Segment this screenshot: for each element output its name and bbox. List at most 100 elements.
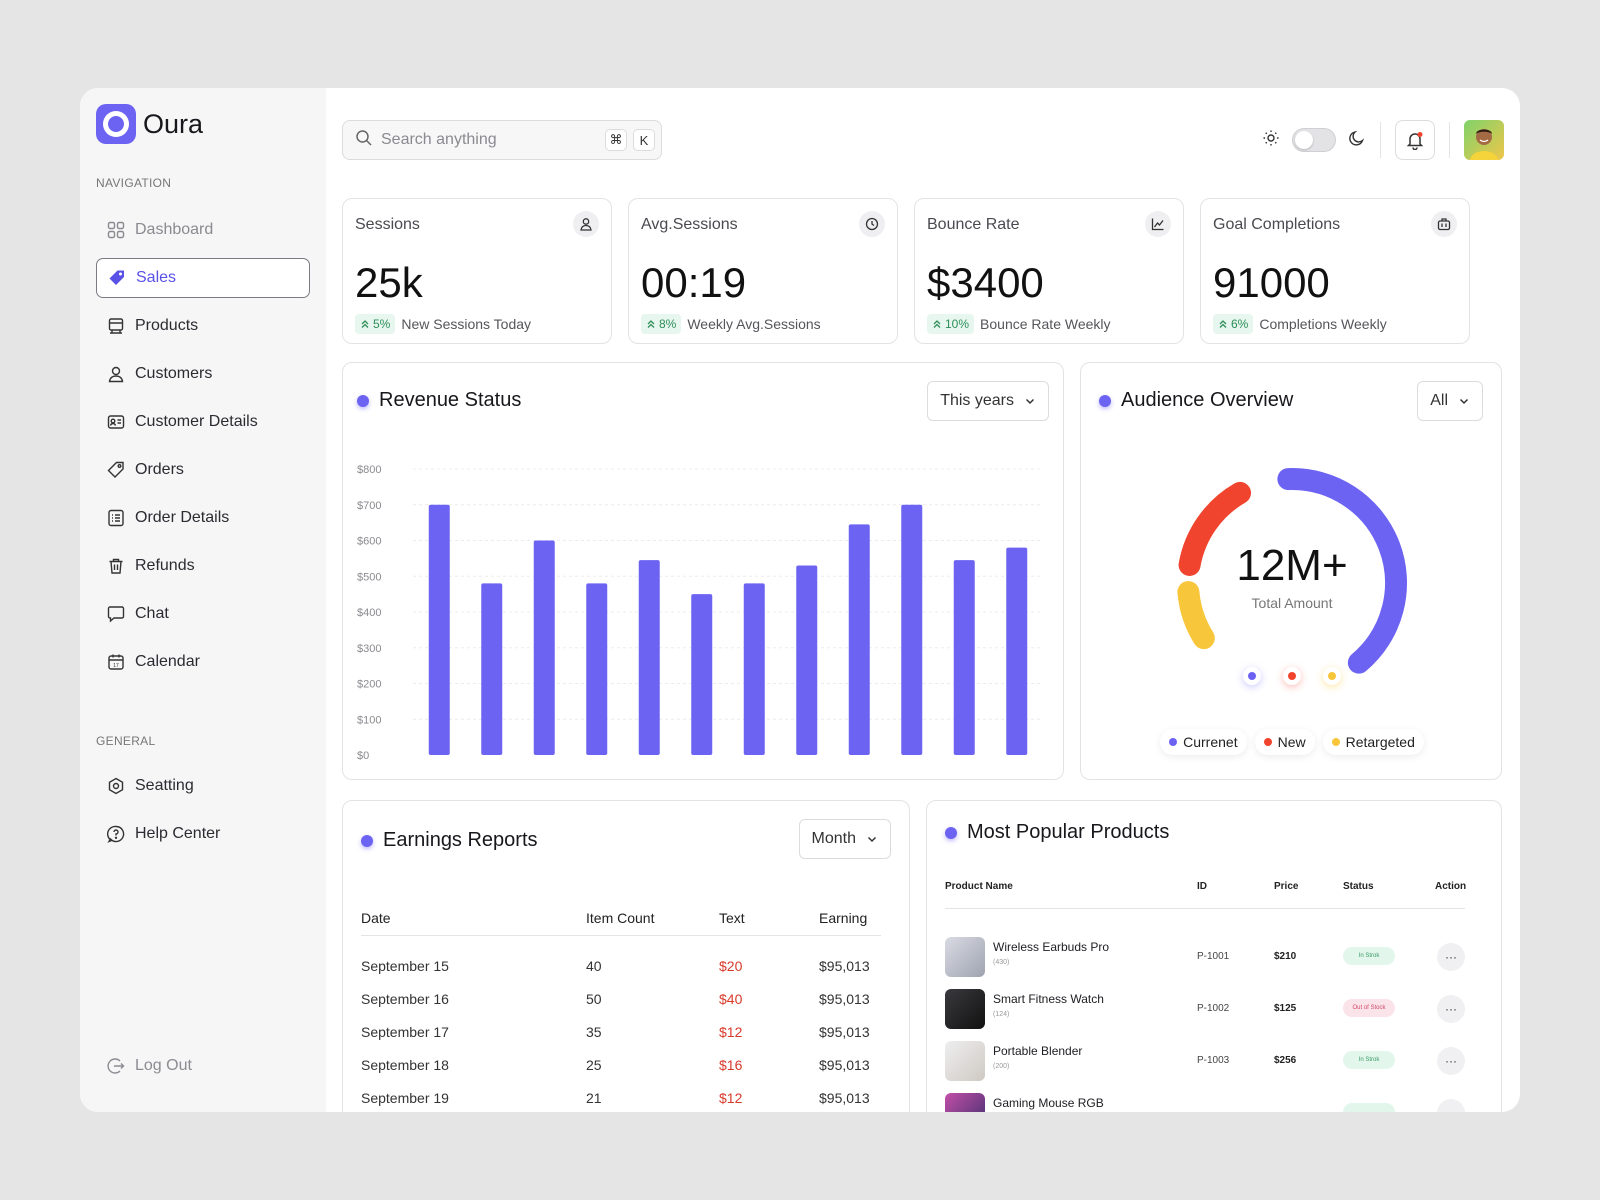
main-content: Search anything ⌘ K Sessions (326, 88, 1520, 1112)
moon-icon[interactable] (1348, 129, 1366, 152)
legend-label: Retargeted (1345, 734, 1415, 750)
y-tick-label: $100 (357, 714, 381, 726)
bar[interactable] (586, 583, 608, 755)
avatar[interactable] (1464, 120, 1504, 160)
cell-earning: $95,013 (819, 1089, 870, 1106)
sidebar-item-orders[interactable]: Orders (96, 450, 310, 490)
sidebar: Oura NAVIGATION Dashboard Sales Products (80, 88, 326, 1112)
sidebar-item-dashboard[interactable]: Dashboard (96, 210, 310, 250)
stat-title: Sessions (355, 216, 420, 233)
column-header: Item Count (586, 901, 719, 936)
sidebar-item-order-details[interactable]: Order Details (96, 498, 310, 538)
trend-up-icon (647, 320, 655, 328)
legend-label: Currenet (1183, 734, 1238, 750)
sidebar-item-chat[interactable]: Chat (96, 594, 310, 634)
notifications-button[interactable] (1395, 120, 1435, 160)
sidebar-item-label: Sales (136, 269, 177, 286)
logo[interactable]: Oura (96, 104, 203, 144)
table-row[interactable]: Wireless Earbuds Pro (430) P-1001 $210 I… (945, 935, 1465, 979)
top-actions (1262, 120, 1504, 160)
logout-icon (106, 1056, 126, 1076)
sidebar-item-customer-details[interactable]: Customer Details (96, 402, 310, 442)
sun-icon[interactable] (1262, 129, 1280, 152)
sidebar-item-customers[interactable]: Customers (96, 354, 310, 394)
products-table-header: Product Name ID Price Status Action (945, 875, 1467, 909)
y-tick-label: $500 (357, 571, 381, 583)
y-tick-label: $700 (357, 500, 381, 512)
accent-dot (1099, 394, 1111, 407)
cell-text: $12 (719, 1089, 743, 1106)
bar[interactable] (481, 583, 503, 755)
bar[interactable] (743, 583, 765, 755)
arc-new[interactable] (1178, 481, 1251, 576)
more-actions-button[interactable]: ··· (1437, 995, 1465, 1023)
table-row[interactable]: Portable Blender (200) P-1003 $256 In St… (945, 1039, 1465, 1083)
table-row[interactable]: Gaming Mouse RGB (945, 1091, 1465, 1112)
kbd-k: K (633, 129, 655, 151)
audience-filter-dropdown[interactable]: All (1417, 381, 1483, 421)
sidebar-item-calendar[interactable]: 17 Calendar (96, 642, 310, 682)
popular-products-card: Most Popular Products Product Name ID Pr… (926, 800, 1502, 1112)
arc-current[interactable] (1277, 468, 1407, 674)
sidebar-item-label: Products (135, 317, 199, 334)
legend-item-new[interactable]: New (1254, 729, 1315, 755)
arc-retargeted[interactable] (1177, 581, 1215, 650)
sidebar-item-label: Customer Details (135, 413, 258, 430)
legend-item-current[interactable]: Currenet (1160, 729, 1247, 755)
chart-icon (1145, 211, 1171, 237)
card-header: Audience Overview (1099, 389, 1293, 412)
y-tick-label: $400 (357, 607, 381, 619)
legend-item-retargeted[interactable]: Retargeted (1322, 729, 1424, 755)
table-row[interactable]: September 19 21 $12 $95,013 (361, 1081, 881, 1112)
table-row[interactable]: September 17 35 $12 $95,013 (361, 1015, 881, 1048)
bar[interactable] (428, 504, 450, 755)
user-icon (106, 364, 126, 384)
search-bar[interactable]: Search anything ⌘ K (342, 120, 662, 160)
bar[interactable] (691, 594, 713, 755)
column-header: Earning (819, 901, 881, 936)
column-header: Action (1435, 881, 1467, 892)
earnings-period-dropdown[interactable]: Month (798, 819, 891, 859)
bar[interactable] (1006, 547, 1028, 755)
table-row[interactable]: September 16 50 $40 $95,013 (361, 982, 881, 1015)
y-tick-label: $200 (357, 679, 381, 691)
cell-text: $20 (719, 957, 743, 974)
briefcase-icon (1431, 211, 1457, 237)
stat-title: Goal Completions (1213, 216, 1341, 233)
search-input[interactable]: Search anything (381, 131, 497, 148)
search-icon (355, 129, 373, 152)
trend-badge: 6% (1213, 314, 1254, 334)
trend-value: 6% (1231, 317, 1249, 331)
table-row[interactable]: September 18 25 $16 $95,013 (361, 1048, 881, 1081)
more-actions-button[interactable]: ··· (1437, 1047, 1465, 1075)
sidebar-item-settings[interactable]: Seatting (96, 766, 310, 806)
section-label-navigation: NAVIGATION (96, 176, 172, 190)
product-thumbnail-blender (945, 1041, 985, 1081)
sidebar-item-label: Order Details (135, 509, 230, 526)
bar[interactable] (796, 565, 818, 755)
card-header: Revenue Status (357, 389, 521, 412)
theme-toggle[interactable] (1292, 128, 1336, 152)
more-actions-button[interactable]: ··· (1437, 943, 1465, 971)
sidebar-item-help-center[interactable]: Help Center (96, 814, 310, 854)
bar[interactable] (533, 540, 555, 756)
more-actions-button[interactable] (1437, 1099, 1465, 1112)
table-row[interactable]: September 15 40 $20 $95,013 (361, 949, 881, 982)
sidebar-item-refunds[interactable]: Refunds (96, 546, 310, 586)
sidebar-item-sales[interactable]: Sales (96, 258, 310, 298)
bar[interactable] (901, 504, 923, 755)
sidebar-item-products[interactable]: Products (96, 306, 310, 346)
accent-dot (357, 394, 369, 407)
revenue-period-dropdown[interactable]: This years (927, 381, 1049, 421)
bar[interactable] (953, 560, 975, 755)
stat-value: 00:19 (641, 259, 747, 306)
cell-date: September 19 (361, 1089, 449, 1106)
logout-button[interactable]: Log Out (96, 1046, 310, 1086)
table-row[interactable]: Smart Fitness Watch (124) P-1002 $125 Ou… (945, 987, 1465, 1031)
revenue-status-card: Revenue Status This years $0 $100 $200 $300… (342, 362, 1064, 780)
bar[interactable] (638, 560, 660, 755)
calendar-icon: 17 (106, 652, 126, 672)
bar[interactable] (848, 524, 870, 755)
product-count: (430) (993, 959, 1010, 966)
card-title: Earnings Reports (383, 829, 538, 851)
